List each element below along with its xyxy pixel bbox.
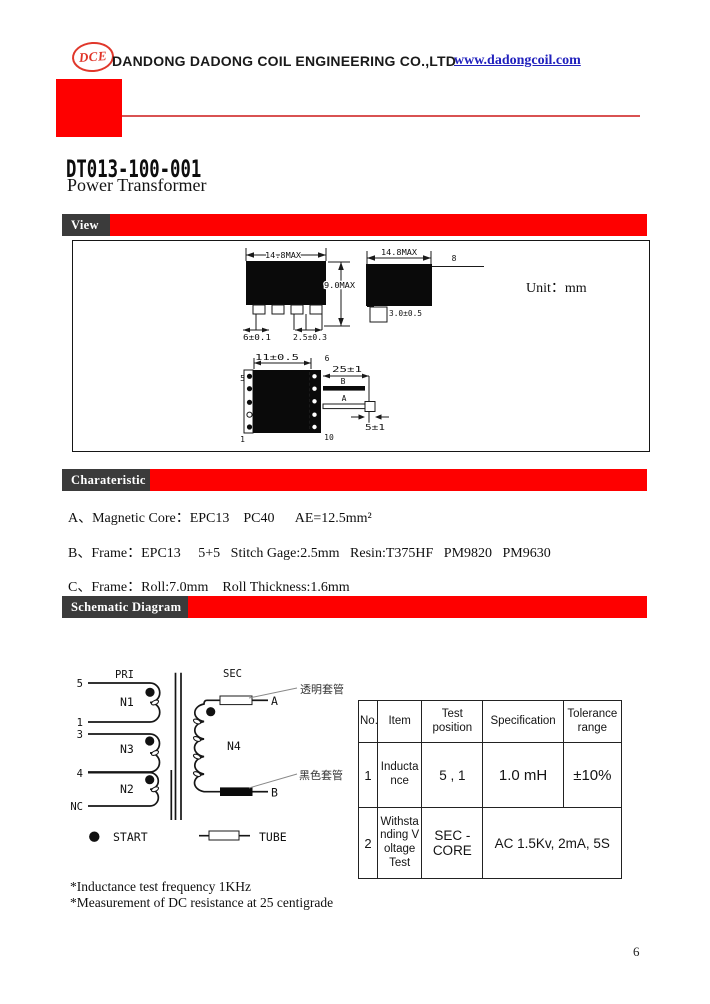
front-view-drawing: 14.8MAX 9.0MAX 6±0.1 2.5±0.3 [242, 248, 356, 343]
start-dot-n3 [145, 736, 155, 746]
section-bar-schematic: Schematic Diagram [62, 596, 647, 618]
side-wire-label: 8 [452, 254, 457, 263]
pin-4-label: 4 [77, 768, 83, 780]
winding-n4-label: N4 [227, 739, 241, 753]
pri-label: PRI [115, 669, 134, 681]
dim-bottom-strip: 5±1 [365, 423, 385, 432]
winding-n2-label: N2 [120, 782, 134, 796]
characteristic-line-b: B、Frame：EPC13 5+5 Stitch Gage:2.5mm Resi… [68, 546, 551, 561]
pin-5-label: 5 [77, 678, 83, 690]
dim-front-height: 9.0MAX [324, 281, 355, 290]
start-dot-n4 [206, 707, 216, 717]
col-header-specification: Specification [482, 700, 564, 743]
bottom-view-drawing: 11±0.5 5 1 6 10 [240, 352, 389, 444]
side-view-drawing: 14.8MAX 8 3.0±0.5 Unit：mm [366, 247, 587, 323]
col-header-no: No. [357, 700, 379, 743]
dim-bottom-wire-length: 25±1 [332, 365, 362, 374]
website-link[interactable]: www.dadongcoil.com [454, 53, 581, 68]
red-accent-block [56, 79, 122, 137]
col-header-tolerance: Tolerance range [562, 700, 623, 743]
model-number: DT013-100-001 [66, 155, 202, 183]
bottom-pin-6: 6 [325, 354, 330, 363]
col-header-item: Item [377, 700, 423, 743]
table-row: 2 Withstanding Voltage Test SEC - CORE A… [357, 807, 622, 879]
cell-item: Inductance [377, 742, 423, 808]
wire-b-label: B [341, 377, 346, 386]
winding-n1-coil [88, 682, 161, 723]
section-label-characteristic: Charateristic [71, 472, 146, 487]
cell-test-position: 5 , 1 [421, 742, 484, 808]
winding-n2-coil [88, 771, 160, 807]
terminal-b-label: B [271, 786, 278, 800]
characteristic-line-c: C、Frame：Roll:7.0mm Roll Thickness:1.6mm [68, 580, 350, 595]
cell-test-position: SEC - CORE [421, 807, 484, 879]
pin-3-label: 3 [77, 729, 83, 741]
dim-side-width: 14.8MAX [381, 248, 417, 257]
section-bar-schematic-segment: Schematic Diagram [62, 596, 188, 618]
page-number: 6 [633, 944, 640, 959]
pin-nc-label: NC [70, 801, 83, 813]
clear-sleeve-label: 透明套管 [300, 682, 344, 696]
legend-start-label: START [113, 830, 148, 844]
section-label-view: View [71, 217, 99, 232]
company-name: DANDONG DADONG COIL ENGINEERING CO.,LTD [112, 53, 457, 69]
table-header-row: No. Item Test position Specification Tol… [357, 700, 623, 743]
section-bar-characteristic-segment: Charateristic [62, 469, 150, 491]
start-dot-n1 [145, 687, 155, 697]
dim-bottom-width: 11±0.5 [255, 353, 299, 362]
black-sleeve-label: 黑色套管 [299, 768, 343, 782]
table-row: 1 Inductance 5 , 1 1.0 mH ±10% [357, 742, 623, 808]
unit-label: Unit：mm [526, 281, 587, 296]
bottom-pin-5: 5 [240, 374, 245, 383]
view-drawing: 14.8MAX 9.0MAX 6±0.1 2.5±0.3 [240, 247, 587, 444]
dim-front-pin-pitch: 2.5±0.3 [293, 333, 327, 342]
red-divider-rule [122, 115, 640, 117]
clear-tube-symbol [219, 695, 253, 706]
section-bar-view: View [62, 214, 647, 236]
legend-start-dot [89, 831, 100, 842]
cell-specification: AC 1.5Kv, 2mA, 5S [482, 807, 622, 879]
section-label-schematic: Schematic Diagram [71, 599, 182, 614]
dim-side-foot: 3.0±0.5 [389, 309, 422, 318]
wire-a-label: A [342, 394, 347, 403]
bottom-pin-1: 1 [240, 435, 245, 444]
terminal-a-label: A [271, 694, 278, 708]
dim-front-pin-span: 6±0.1 [243, 333, 271, 342]
logo-text: DCE [78, 48, 108, 65]
cell-specification: 1.0 mH [482, 742, 564, 808]
pin-1-label: 1 [77, 717, 83, 729]
cell-no: 1 [357, 742, 379, 808]
test-spec-table: No. Item Test position Specification Tol… [357, 700, 623, 879]
bottom-pin-10: 10 [324, 433, 334, 442]
dim-front-width: 14.8MAX [265, 251, 301, 260]
company-logo: DCE [71, 40, 115, 74]
black-tube-symbol [220, 787, 253, 796]
legend-tube-label: TUBE [259, 830, 287, 844]
winding-n3-coil [88, 733, 161, 773]
schematic-diagram: PRI SEC 5 1 3 4 NC N1 N3 N2 [60, 660, 360, 860]
cell-tolerance: ±10% [562, 742, 623, 808]
note-inductance: *Inductance test frequency 1KHz [70, 879, 252, 894]
legend-tube-symbol [208, 830, 240, 841]
sec-label: SEC [223, 668, 242, 680]
cell-no: 2 [357, 807, 379, 879]
characteristic-line-a: A、Magnetic Core：EPC13 PC40 AE=12.5mm² [68, 511, 372, 526]
cell-item: Withstanding Voltage Test [377, 807, 423, 879]
product-name: Power Transformer [67, 175, 207, 195]
section-bar-view-segment: View [62, 214, 110, 236]
note-dc-resistance: *Measurement of DC resistance at 25 cent… [70, 895, 334, 910]
start-dot-n2 [145, 775, 155, 785]
view-drawing-box: 14.8MAX 9.0MAX 6±0.1 2.5±0.3 [72, 240, 650, 452]
schematic-svg: PRI SEC 5 1 3 4 NC N1 N3 N2 [70, 668, 344, 844]
section-bar-characteristic: Charateristic [62, 469, 647, 491]
col-header-test-position: Test position [421, 700, 484, 743]
winding-n3-label: N3 [120, 742, 134, 756]
winding-n1-label: N1 [120, 695, 134, 709]
winding-n4-coil [193, 699, 220, 793]
